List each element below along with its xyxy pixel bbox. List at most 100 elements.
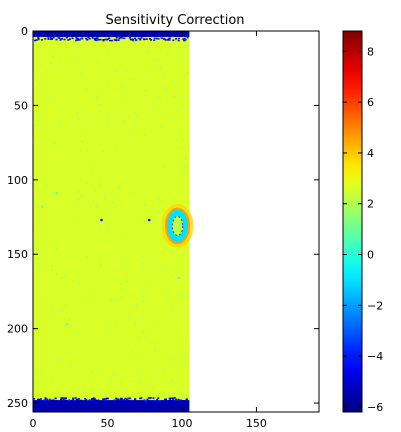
- heatmap-noise: [119, 132, 121, 134]
- heatmap-noise: [138, 301, 141, 303]
- heatmap-noise: [136, 88, 139, 91]
- heatmap-noise: [159, 100, 161, 102]
- edge-speckle: [60, 38, 63, 40]
- heatmap-noise: [44, 263, 47, 265]
- colorbar-tick-label: 0: [367, 249, 374, 262]
- heatmap-noise: [168, 358, 171, 360]
- heatmap-noise: [184, 351, 187, 354]
- heatmap-noise: [58, 110, 61, 113]
- heatmap-noise: [149, 253, 151, 256]
- edge-speckle: [49, 399, 52, 402]
- heatmap-noise: [156, 320, 159, 322]
- heatmap-noise: [134, 216, 137, 219]
- heatmap-noise: [80, 194, 83, 197]
- dot: [65, 322, 69, 326]
- heatmap-noise: [35, 46, 37, 49]
- heatmap-noise: [166, 99, 169, 101]
- heatmap-noise: [148, 144, 150, 146]
- heatmap-noise: [51, 110, 54, 113]
- heatmap-noise: [110, 243, 112, 246]
- heatmap-noise: [70, 353, 73, 355]
- heatmap-noise: [49, 171, 52, 174]
- heatmap-noise: [127, 61, 129, 64]
- edge-speckle: [55, 38, 58, 41]
- heatmap-noise: [142, 295, 145, 298]
- heatmap-noise: [149, 317, 151, 320]
- edge-speckle: [64, 397, 67, 399]
- heatmap-noise: [67, 36, 69, 39]
- heatmap-noise: [168, 74, 171, 77]
- heatmap-noise: [86, 89, 89, 92]
- heatmap-noise: [167, 290, 169, 293]
- heatmap-noise: [46, 53, 49, 55]
- heatmap-noise: [48, 230, 51, 232]
- heatmap-noise: [147, 90, 150, 92]
- heatmap-noise: [45, 288, 47, 290]
- heatmap-noise: [61, 357, 64, 360]
- heatmap-noise: [100, 180, 102, 183]
- heatmap-noise: [61, 384, 63, 386]
- heatmap-noise: [57, 252, 60, 254]
- heatmap-noise: [145, 334, 148, 337]
- heatmap-noise: [157, 150, 160, 152]
- heatmap-noise: [86, 182, 89, 184]
- heatmap-noise: [129, 317, 132, 320]
- heatmap-noise: [56, 382, 59, 384]
- heatmap-noise: [125, 234, 127, 236]
- edge-speckle: [115, 37, 118, 39]
- heatmap-noise: [45, 217, 48, 220]
- heatmap-noise: [57, 268, 59, 271]
- heatmap-noise: [158, 197, 160, 199]
- edge-speckle: [81, 37, 84, 40]
- heatmap-noise: [186, 380, 188, 383]
- heatmap-noise: [83, 98, 86, 100]
- heatmap-noise: [90, 370, 93, 372]
- heatmap-noise: [164, 88, 167, 91]
- heatmap-noise: [79, 241, 82, 244]
- heatmap-noise: [39, 136, 42, 138]
- heatmap-noise: [157, 95, 159, 98]
- heatmap-noise: [71, 115, 74, 118]
- heatmap-noise: [92, 288, 95, 290]
- heatmap-noise: [121, 178, 124, 181]
- heatmap-noise: [107, 175, 110, 177]
- heatmap-noise: [122, 73, 124, 75]
- heatmap-noise: [107, 358, 110, 361]
- heatmap-noise: [101, 90, 104, 93]
- heatmap-noise: [168, 73, 171, 75]
- heatmap-noise: [94, 189, 97, 191]
- heatmap-noise: [145, 191, 147, 194]
- heatmap-noise: [73, 309, 76, 311]
- edge-speckle: [139, 38, 142, 41]
- edge-speckle: [91, 399, 94, 401]
- heatmap-noise: [165, 89, 167, 92]
- heatmap-noise: [157, 282, 159, 284]
- heatmap-noise: [116, 316, 118, 318]
- edge-speckle: [171, 397, 174, 400]
- edge-speckle: [125, 398, 128, 401]
- heatmap-noise: [45, 185, 47, 187]
- heatmap-noise: [118, 159, 121, 162]
- heatmap-noise: [36, 382, 39, 385]
- edge-speckle: [172, 39, 175, 41]
- heatmap-noise: [46, 72, 48, 74]
- heatmap-noise: [60, 220, 63, 223]
- heatmap-noise: [101, 361, 104, 364]
- heatmap-noise: [101, 283, 103, 286]
- heatmap-noise: [161, 268, 164, 270]
- edge-speckle: [37, 38, 40, 41]
- heatmap-noise: [48, 305, 51, 307]
- heatmap-noise: [138, 138, 141, 141]
- edge-speckle: [104, 398, 107, 400]
- heatmap-noise: [76, 111, 78, 114]
- heatmap-noise: [141, 350, 143, 352]
- heatmap-noise: [61, 308, 64, 311]
- heatmap-noise: [158, 77, 160, 80]
- heatmap-noise: [119, 271, 122, 274]
- heatmap-noise: [105, 123, 108, 126]
- heatmap-noise: [176, 139, 178, 141]
- edge-speckle: [171, 399, 174, 402]
- edge-speckle: [169, 400, 172, 402]
- heatmap-noise: [179, 296, 182, 299]
- heatmap-noise: [170, 276, 173, 278]
